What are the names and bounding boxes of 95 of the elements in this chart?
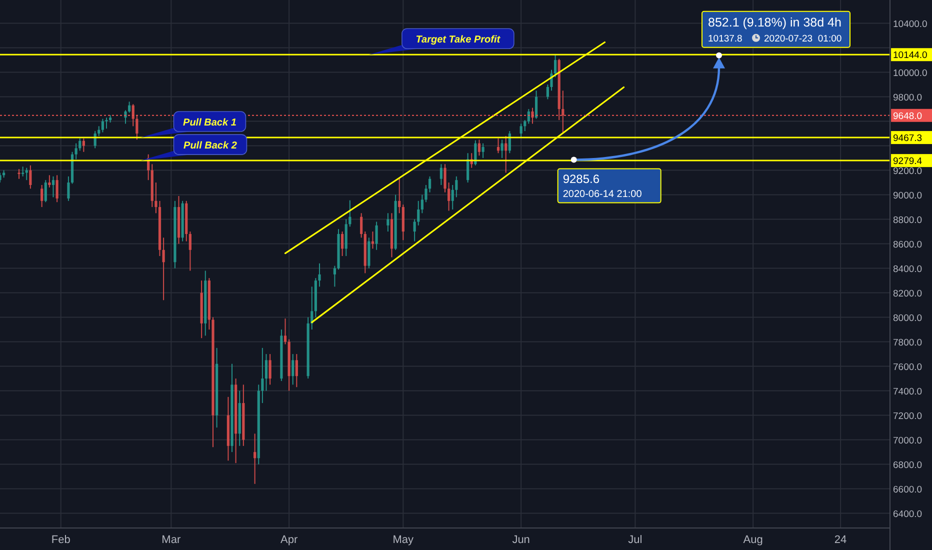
y-tick-label: 8000.0 (893, 312, 922, 324)
y-tick-label: 6800.0 (893, 460, 922, 471)
y-tick-label: 8400.0 (893, 264, 922, 275)
candlestick (128, 101, 131, 114)
candlestick (375, 221, 378, 250)
candlestick (341, 231, 344, 257)
candlestick (534, 90, 538, 120)
candlestick (554, 54, 557, 78)
candlestick (162, 237, 165, 301)
candlestick (504, 135, 508, 174)
candlestick (292, 354, 294, 386)
candlestick (386, 212, 390, 232)
candlestick (40, 184, 44, 208)
candlestick (428, 176, 432, 193)
candlestick (348, 200, 352, 228)
x-tick-label: Jul (628, 534, 642, 546)
candlestick (413, 218, 416, 242)
candlestick (444, 164, 446, 193)
x-tick-label: 24 (834, 534, 847, 546)
x-tick-label: Mar (162, 534, 181, 546)
candlestick (520, 123, 522, 138)
candlestick (478, 139, 481, 156)
candlestick (98, 126, 100, 136)
ref-line-label: 9467.3 (893, 133, 922, 144)
candlestick (105, 117, 108, 130)
y-tick-label: 9800.0 (893, 92, 922, 104)
candlestick (268, 354, 272, 386)
x-tick-label: Apr (280, 534, 298, 546)
candlestick (254, 433, 256, 484)
y-tick-label: 6600.0 (893, 484, 922, 496)
y-tick-label: 7800.0 (893, 337, 922, 348)
candlestick (417, 200, 420, 226)
candlestick (44, 180, 47, 203)
candlestick (82, 138, 85, 152)
candlestick (284, 318, 287, 345)
candlestick (371, 231, 374, 250)
candlestick (188, 231, 192, 272)
candlestick (455, 176, 458, 198)
candlestick (546, 84, 549, 100)
ref-line-label: 10144.0 (893, 50, 928, 62)
y-tick-label: 8800.0 (893, 214, 922, 226)
annotation: 852.1 (9.18%) in 38d 4h (708, 15, 842, 30)
candlestick (101, 118, 104, 133)
candlestick (451, 184, 454, 210)
candlestick (527, 108, 530, 124)
annotation: 2020-06-14 21:00 (562, 188, 642, 200)
candlestick (154, 182, 158, 214)
annotation: Pull Back 1 (183, 118, 237, 129)
candlestick (448, 182, 450, 212)
x-tick-label: Aug (743, 534, 763, 546)
y-tick-label: 7400.0 (893, 386, 922, 398)
candlestick (482, 142, 484, 159)
candlestick (360, 212, 363, 238)
candlestick (56, 174, 58, 203)
candlestick (264, 354, 268, 392)
annotation: Target Take Profit (416, 34, 501, 46)
candlestick (420, 194, 424, 214)
candlestick (74, 142, 78, 160)
annotation: 10137.8 (708, 33, 742, 44)
candlestick (261, 347, 264, 404)
candlestick (496, 138, 500, 154)
annotation: Pull Back 2 (184, 140, 238, 152)
x-tick-label: Jun (512, 534, 530, 546)
candlestick (67, 176, 70, 202)
x-tick-label: Feb (51, 534, 70, 546)
candlestick (500, 139, 504, 159)
candlestick (48, 174, 51, 188)
candlestick (440, 164, 442, 186)
annotation: 9285.6 (562, 172, 600, 186)
y-tick-label: 9000.0 (893, 190, 922, 202)
y-tick-label: 6400.0 (893, 508, 922, 520)
y-tick-label: 10000.0 (893, 68, 928, 79)
candlestick (18, 168, 20, 180)
candlestick (78, 138, 82, 152)
ref-line-label: 9279.4 (893, 156, 922, 168)
candlestick (333, 265, 336, 288)
candlestick (295, 354, 298, 388)
y-tick-label: 8600.0 (893, 239, 922, 250)
candlestick (398, 177, 401, 214)
candlestick (29, 164, 32, 190)
y-tick-label: 7600.0 (893, 362, 922, 373)
candlestick (550, 69, 553, 92)
y-tick-label: 10400.0 (893, 18, 928, 30)
x-tick-label: May (392, 534, 414, 546)
y-tick-label: 7000.0 (893, 435, 922, 446)
candlestick (318, 262, 321, 288)
annotation: 2020-07-23 01:00 (764, 33, 842, 44)
y-tick-label: 9200.0 (893, 166, 922, 177)
candlestick (124, 110, 127, 124)
y-tick-label: 8200.0 (893, 288, 922, 300)
candlestick (424, 184, 428, 203)
candlestick (52, 176, 55, 198)
ref-line-label: 9648.0 (893, 110, 922, 122)
candlestick (22, 166, 24, 177)
y-tick-label: 7200.0 (893, 410, 922, 422)
